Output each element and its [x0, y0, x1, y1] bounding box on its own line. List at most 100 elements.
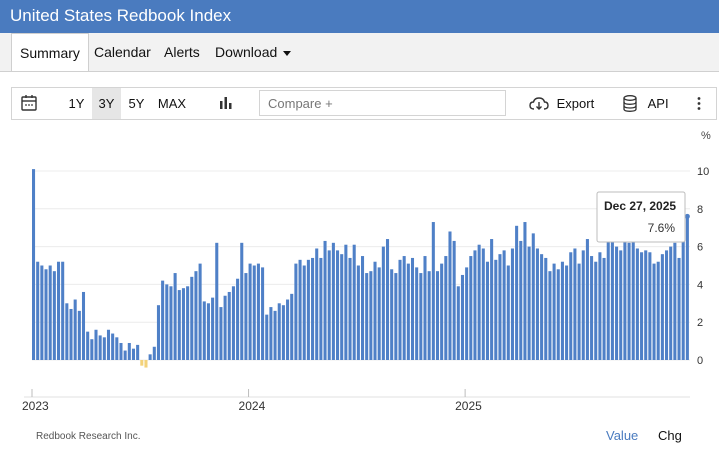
bar[interactable]	[590, 256, 594, 360]
bar[interactable]	[169, 286, 173, 360]
bar[interactable]	[131, 348, 136, 360]
bar[interactable]	[544, 257, 548, 360]
bar[interactable]	[98, 335, 102, 360]
bar[interactable]	[319, 257, 323, 360]
bar-chart-icon[interactable]	[219, 88, 233, 119]
bar[interactable]	[165, 284, 169, 360]
bar[interactable]	[377, 267, 381, 360]
api-button[interactable]: API	[622, 88, 669, 119]
bar[interactable]	[498, 254, 502, 360]
tab-download[interactable]: Download	[215, 33, 292, 71]
range-max-button[interactable]: MAX	[152, 88, 192, 119]
bar[interactable]	[440, 263, 444, 360]
bar[interactable]	[615, 246, 619, 360]
bar[interactable]	[469, 256, 473, 360]
bar[interactable]	[340, 254, 344, 360]
bar[interactable]	[44, 269, 48, 360]
bar[interactable]	[523, 222, 527, 360]
bar[interactable]	[32, 169, 36, 360]
bar[interactable]	[427, 271, 431, 360]
calendar-icon[interactable]	[21, 88, 37, 119]
bar[interactable]	[677, 257, 681, 360]
bar[interactable]	[448, 231, 452, 360]
bar[interactable]	[419, 273, 423, 360]
bar[interactable]	[673, 242, 677, 360]
bar[interactable]	[40, 265, 44, 361]
bar[interactable]	[327, 250, 331, 360]
bar[interactable]	[652, 263, 656, 360]
bar[interactable]	[385, 239, 390, 360]
bar[interactable]	[402, 256, 406, 360]
tab-calendar[interactable]: Calendar	[94, 33, 151, 71]
bar[interactable]	[623, 239, 627, 360]
chg-toggle[interactable]: Chg	[658, 428, 682, 443]
bar[interactable]	[577, 263, 581, 360]
bar[interactable]	[481, 248, 485, 360]
bar[interactable]	[219, 307, 223, 360]
bar[interactable]	[444, 256, 448, 360]
tab-alerts[interactable]: Alerts	[164, 33, 200, 71]
bar[interactable]	[565, 265, 569, 361]
bar[interactable]	[519, 240, 523, 360]
bar[interactable]	[585, 239, 589, 360]
bar[interactable]	[236, 278, 240, 360]
bar[interactable]	[144, 360, 148, 368]
bar[interactable]	[556, 269, 560, 360]
bar[interactable]	[477, 244, 481, 360]
bar[interactable]	[115, 337, 119, 360]
bar[interactable]	[348, 257, 352, 360]
bar[interactable]	[315, 248, 319, 360]
bar[interactable]	[261, 267, 265, 360]
bar[interactable]	[465, 267, 469, 360]
bar[interactable]	[606, 235, 610, 360]
bar[interactable]	[156, 305, 160, 360]
bar[interactable]	[90, 339, 94, 360]
bar[interactable]	[152, 346, 156, 360]
bar[interactable]	[302, 265, 306, 361]
bar[interactable]	[460, 274, 465, 360]
bar[interactable]	[311, 257, 315, 360]
bar[interactable]	[248, 263, 252, 360]
bar[interactable]	[473, 250, 477, 360]
bar[interactable]	[665, 250, 669, 360]
bar[interactable]	[61, 261, 65, 360]
bar[interactable]	[510, 248, 514, 360]
bar[interactable]	[594, 261, 598, 360]
bar[interactable]	[681, 225, 685, 360]
bar[interactable]	[198, 263, 202, 360]
bar[interactable]	[361, 256, 365, 360]
bar[interactable]	[94, 329, 98, 360]
bar[interactable]	[485, 261, 489, 360]
bar[interactable]	[190, 276, 194, 360]
range-1y-button[interactable]: 1Y	[62, 88, 91, 119]
bar[interactable]	[415, 267, 419, 360]
bar[interactable]	[660, 254, 664, 360]
value-toggle[interactable]: Value	[606, 428, 639, 443]
bar[interactable]	[177, 290, 181, 360]
bar[interactable]	[181, 288, 185, 360]
bar[interactable]	[560, 261, 564, 360]
bar[interactable]	[619, 250, 623, 360]
bar[interactable]	[352, 244, 356, 360]
bar[interactable]	[186, 286, 190, 360]
bar[interactable]	[294, 263, 298, 360]
bar[interactable]	[286, 299, 290, 360]
bar[interactable]	[685, 216, 689, 360]
bar[interactable]	[298, 259, 302, 360]
bar[interactable]	[635, 248, 639, 360]
bar[interactable]	[240, 242, 244, 360]
bar[interactable]	[573, 248, 577, 360]
bar[interactable]	[48, 265, 52, 361]
bar[interactable]	[111, 333, 115, 360]
bar[interactable]	[527, 246, 531, 360]
bar[interactable]	[373, 261, 377, 360]
bar[interactable]	[423, 256, 427, 360]
bar[interactable]	[669, 246, 673, 360]
bar[interactable]	[323, 240, 327, 360]
more-options-button[interactable]	[695, 88, 703, 119]
bar[interactable]	[610, 223, 614, 360]
bar[interactable]	[81, 291, 86, 360]
range-5y-button[interactable]: 5Y	[122, 88, 151, 119]
bar[interactable]	[36, 261, 40, 360]
bar[interactable]	[173, 273, 177, 360]
